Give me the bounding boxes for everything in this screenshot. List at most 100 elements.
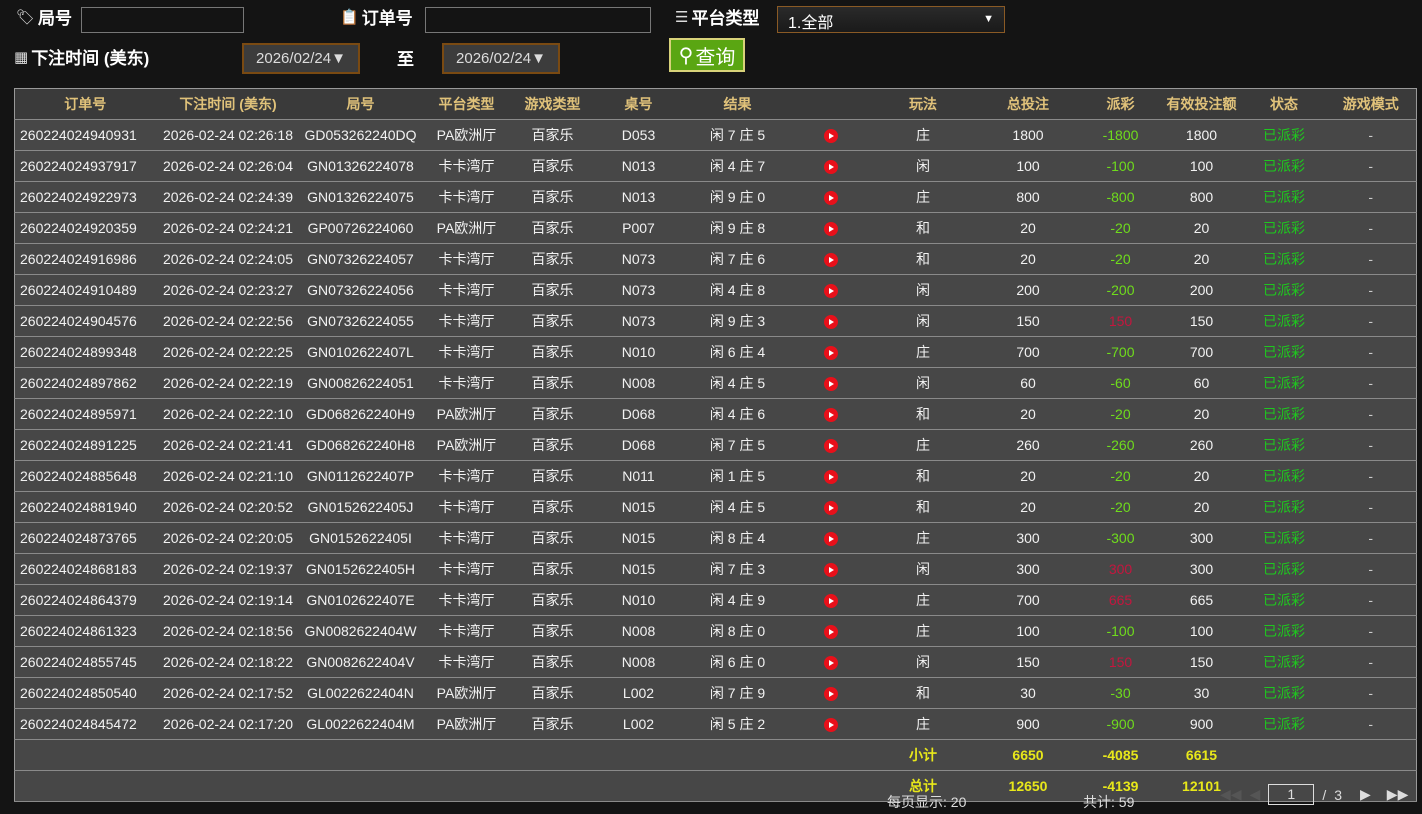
search-icon: ⚲ [678, 44, 694, 67]
play-video-icon[interactable] [823, 315, 838, 330]
empty-cell [592, 739, 685, 771]
play-video-icon[interactable] [823, 470, 838, 485]
game-mode-cell: - [1325, 336, 1417, 368]
total-payout: -4139 [1080, 770, 1161, 802]
play-video-icon[interactable] [823, 439, 838, 454]
prev-page-icon[interactable]: ◀ [1249, 786, 1261, 802]
status-cell: 已派彩 [1242, 119, 1326, 151]
platform-select[interactable]: 1.全部 ▼ [777, 6, 1005, 33]
game-type-cell: 百家乐 [512, 274, 593, 306]
table-no-cell: L002 [592, 708, 685, 740]
play-video-icon[interactable] [823, 222, 838, 237]
game-type-cell: 百家乐 [512, 305, 593, 337]
game-mode-cell: - [1325, 398, 1417, 430]
result-cell: 闲 6 庄 4 [684, 336, 791, 368]
play-video-icon[interactable] [823, 501, 838, 516]
status-cell: 已派彩 [1242, 491, 1326, 523]
result-cell: 闲 4 庄 6 [684, 398, 791, 430]
total-bet-cell: 150 [975, 305, 1081, 337]
table-row: 260224024899348 2026-02-24 02:22:25 GN0102… [14, 336, 1417, 368]
game-mode-cell: - [1325, 522, 1417, 554]
valid-bet-cell: 1800 [1160, 119, 1243, 151]
bet-time-cell: 2026-02-24 02:19:14 [155, 584, 301, 616]
valid-bet-cell: 20 [1160, 460, 1243, 492]
bet-type-cell: 闲 [870, 646, 976, 678]
platform-cell: PA欧洲厅 [420, 677, 513, 709]
table-no-cell: D068 [592, 398, 685, 430]
play-video-icon[interactable] [823, 160, 838, 175]
play-video-icon[interactable] [823, 532, 838, 547]
game-mode-cell: - [1325, 181, 1417, 213]
table-no-cell: P007 [592, 212, 685, 244]
table-no-cell: N008 [592, 367, 685, 399]
play-video-icon[interactable] [823, 408, 838, 423]
first-page-icon[interactable]: ◀◀ [1220, 786, 1242, 802]
bet-time-cell: 2026-02-24 02:22:10 [155, 398, 301, 430]
round-id-cell: GN0082622404W [300, 615, 421, 647]
play-video-icon[interactable] [823, 687, 838, 702]
game-mode-cell: - [1325, 429, 1417, 461]
table-row: 260224024873765 2026-02-24 02:20:05 GN0152… [14, 522, 1417, 554]
order-id-cell: 260224024855745 [14, 646, 156, 678]
game-type-cell: 百家乐 [512, 708, 593, 740]
play-video-icon[interactable] [823, 377, 838, 392]
game-type-cell: 百家乐 [512, 336, 593, 368]
order-input[interactable] [425, 7, 651, 33]
play-video-icon[interactable] [823, 191, 838, 206]
bet-time-cell: 2026-02-24 02:22:19 [155, 367, 301, 399]
platform-cell: 卡卡湾厅 [420, 615, 513, 647]
play-video-icon[interactable] [823, 563, 838, 578]
game-type-cell: 百家乐 [512, 584, 593, 616]
last-page-icon[interactable]: ▶▶ [1386, 786, 1409, 802]
play-video-icon[interactable] [823, 594, 838, 609]
replay-cell [790, 305, 871, 337]
next-page-icon[interactable]: ▶ [1360, 786, 1371, 802]
empty-cell [1242, 739, 1326, 771]
table-row: 260224024855745 2026-02-24 02:18:22 GN0082… [14, 646, 1417, 678]
date-from-picker[interactable]: 2026/02/24▼ [242, 43, 360, 74]
replay-cell [790, 119, 871, 151]
date-to-picker[interactable]: 2026/02/24▼ [442, 43, 560, 74]
play-video-icon[interactable] [823, 625, 838, 640]
round-id-cell: GP00726224060 [300, 212, 421, 244]
total-bet-cell: 20 [975, 243, 1081, 275]
platform-cell: 卡卡湾厅 [420, 305, 513, 337]
bet-type-cell: 庄 [870, 119, 976, 151]
play-video-icon[interactable] [823, 129, 838, 144]
replay-cell [790, 615, 871, 647]
payout-cell: 150 [1080, 646, 1161, 678]
subtotal-payout: -4085 [1080, 739, 1161, 771]
table-no-cell: D068 [592, 429, 685, 461]
table-row: 260224024845472 2026-02-24 02:17:20 GL0022… [14, 708, 1417, 740]
payout-cell: -260 [1080, 429, 1161, 461]
page-input[interactable]: 1 [1268, 784, 1315, 805]
status-cell: 已派彩 [1242, 243, 1326, 275]
empty-cell [155, 770, 301, 802]
total-bet-cell: 150 [975, 646, 1081, 678]
play-video-icon[interactable] [823, 718, 838, 733]
column-header: 平台类型 [420, 88, 513, 120]
table-no-cell: L002 [592, 677, 685, 709]
query-button[interactable]: ⚲ 查询 [669, 38, 745, 72]
order-id-cell: 260224024895971 [14, 398, 156, 430]
page-count: 3 [1334, 786, 1343, 803]
play-video-icon[interactable] [823, 253, 838, 268]
payout-cell: -100 [1080, 150, 1161, 182]
result-cell: 闲 9 庄 8 [684, 212, 791, 244]
play-video-icon[interactable] [823, 346, 838, 361]
bet-time-cell: 2026-02-24 02:21:41 [155, 429, 301, 461]
bet-type-cell: 庄 [870, 181, 976, 213]
play-video-icon[interactable] [823, 656, 838, 671]
payout-cell: -1800 [1080, 119, 1161, 151]
total-bet-cell: 800 [975, 181, 1081, 213]
result-cell: 闲 7 庄 5 [684, 429, 791, 461]
valid-bet-cell: 700 [1160, 336, 1243, 368]
round-input[interactable] [81, 7, 244, 33]
platform-cell: PA欧洲厅 [420, 429, 513, 461]
round-id-cell: GN0152622405H [300, 553, 421, 585]
table-header: 订单号 下注时间 (美东) 局号 平台类型 游戏类型 桌号 结果 玩法 总投注 派彩 有效投注额 状态… [14, 88, 1417, 120]
order-id-cell: 260224024864379 [14, 584, 156, 616]
status-cell: 已派彩 [1242, 553, 1326, 585]
play-video-icon[interactable] [823, 284, 838, 299]
total-bet-cell: 900 [975, 708, 1081, 740]
